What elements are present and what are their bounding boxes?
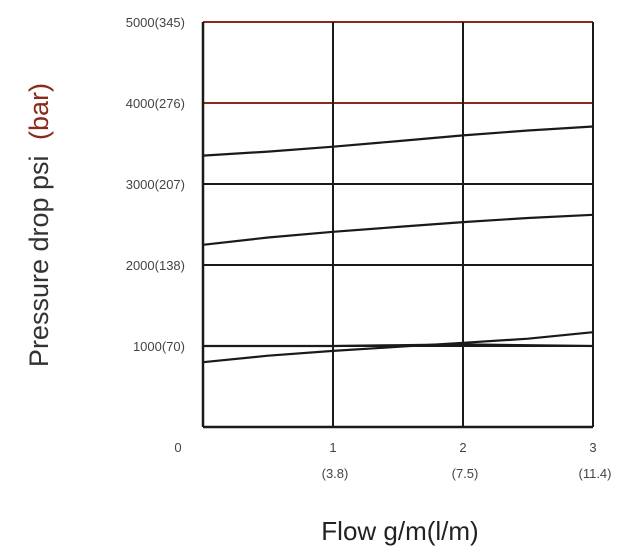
x-tick-labels: 0 1 (3.8) 2 (7.5) 3 (11.4) — [174, 440, 611, 481]
y-tick-labels: 1000(70) 2000(138) 3000(207) 4000(276) 5000(… — [126, 15, 185, 354]
x-tick-label-3: 3 — [589, 440, 596, 455]
y-tick-label-0: 1000(70) — [133, 339, 185, 354]
x-tick-label-0: 0 — [174, 440, 181, 455]
y-axis-label-unit: (bar) — [24, 83, 54, 140]
grid — [203, 22, 593, 427]
x-tick-sublabel-1: (3.8) — [322, 466, 349, 481]
series-line-4 — [203, 127, 593, 156]
series-group — [203, 127, 593, 363]
y-axis-label: Pressure drop psi (bar) — [24, 83, 54, 367]
y-tick-label-4: 5000(345) — [126, 15, 185, 30]
x-tick-label-2: 2 — [459, 440, 466, 455]
series-line-2 — [203, 344, 593, 346]
y-tick-label-2: 3000(207) — [126, 177, 185, 192]
x-tick-sublabel-3: (11.4) — [579, 466, 612, 481]
x-tick-label-1: 1 — [329, 440, 336, 455]
x-axis-label: Flow g/m(l/m) — [321, 516, 478, 546]
y-axis-label-main: Pressure drop psi — [24, 155, 54, 367]
x-tick-sublabel-2: (7.5) — [452, 466, 479, 481]
series-line-3 — [203, 215, 593, 245]
y-tick-label-1: 2000(138) — [126, 258, 185, 273]
series-line-1 — [203, 332, 593, 362]
y-tick-label-3: 4000(276) — [126, 96, 185, 111]
